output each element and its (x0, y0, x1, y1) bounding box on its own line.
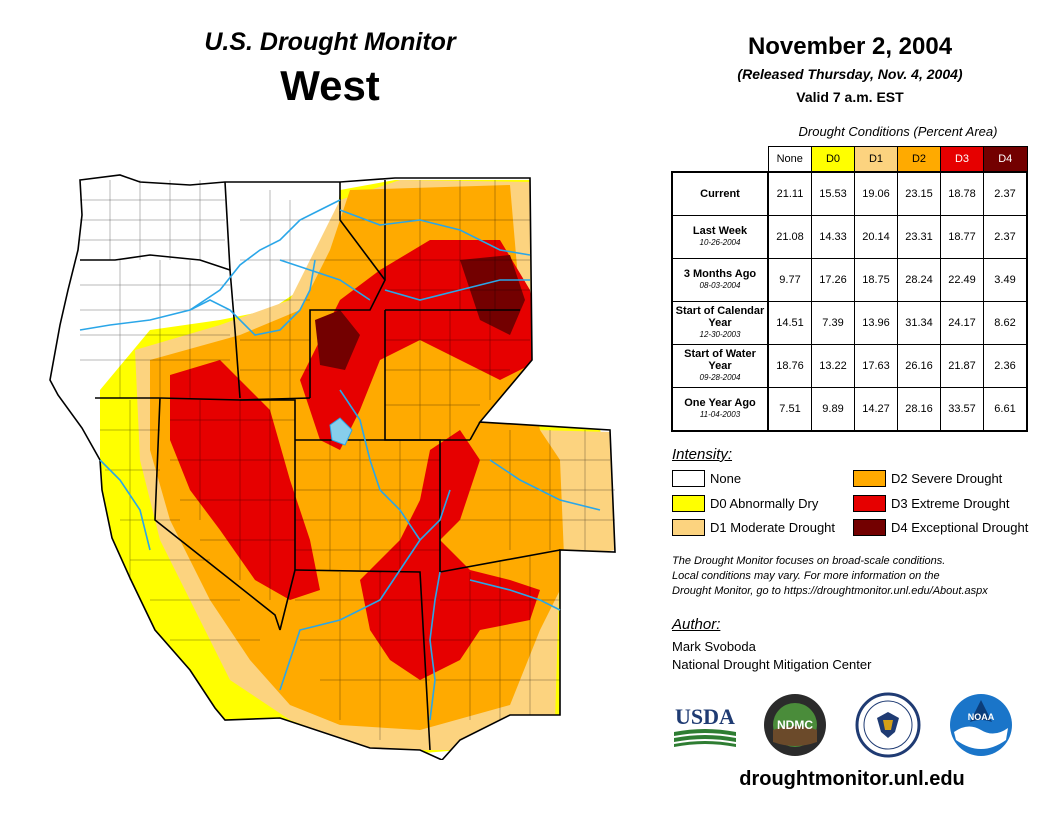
legend-swatch (853, 470, 886, 487)
table-cell: 14.51 (767, 301, 812, 345)
table-cell: 13.96 (854, 301, 898, 345)
legend-swatch (853, 519, 886, 536)
table-cell: 2.36 (983, 344, 1028, 388)
table-cell: 14.33 (811, 215, 855, 259)
col-header-d0: D0 (811, 146, 855, 173)
author-name: Mark Svoboda (672, 639, 756, 654)
row-label: Start of Calendar Year 12-30-2003 (671, 301, 769, 345)
usda-logo: USDA (674, 704, 736, 747)
map-date: November 2, 2004 (747, 33, 953, 60)
table-cell: 21.11 (767, 171, 812, 216)
table-caption: Drought Conditions (Percent Area) (798, 124, 998, 139)
table-cell: 18.75 (854, 258, 898, 302)
table-cell: 28.16 (897, 387, 941, 432)
row-label: One Year Ago 11-04-2003 (671, 387, 769, 432)
legend-item-d4: D4 Exceptional Drought (853, 519, 1028, 536)
table-row-one-year-ago: One Year Ago 11-04-2003 7.51 9.89 14.27 2… (671, 387, 1028, 432)
table-cell: 7.39 (811, 301, 855, 345)
table-cell: 7.51 (767, 387, 812, 432)
svg-text:NDMC: NDMC (777, 718, 813, 732)
noaa-logo: NOAA (950, 694, 1012, 756)
table-cell: 13.22 (811, 344, 855, 388)
table-cell: 6.61 (983, 387, 1028, 432)
table-cell: 18.76 (767, 344, 812, 388)
table-cell: 3.49 (983, 258, 1028, 302)
table-cell: 18.78 (940, 171, 984, 216)
table-cell: 17.26 (811, 258, 855, 302)
legend-swatch (672, 495, 705, 512)
ndmc-logo: NDMC (764, 694, 826, 756)
legend-item-d0: D0 Abnormally Dry (672, 495, 818, 512)
legend-item-d2: D2 Severe Drought (853, 470, 1002, 487)
row-label: Current (671, 171, 769, 216)
legend-swatch (672, 519, 705, 536)
col-header-none: None (767, 146, 812, 173)
svg-text:USDA: USDA (675, 704, 735, 729)
table-cell: 20.14 (854, 215, 898, 259)
table-row-last-week: Last Week 10-26-2004 21.08 14.33 20.14 23… (671, 215, 1028, 259)
table-cell: 9.89 (811, 387, 855, 432)
table-cell: 18.77 (940, 215, 984, 259)
legend-title: Intensity: (672, 446, 733, 463)
release-date: (Released Thursday, Nov. 4, 2004) (737, 66, 963, 82)
table-row-current: Current 21.11 15.53 19.06 23.15 18.78 2.… (671, 171, 1028, 216)
table-cell: 24.17 (940, 301, 984, 345)
table-row-3-months-ago: 3 Months Ago 08-03-2004 9.77 17.26 18.75 … (671, 258, 1028, 302)
doc-seal-logo (855, 692, 921, 758)
table-cell: 15.53 (811, 171, 855, 216)
drought-map (49, 174, 616, 760)
table-corner (672, 147, 768, 173)
table-cell: 22.49 (940, 258, 984, 302)
col-header-d3: D3 (940, 146, 984, 173)
rivers (79, 199, 601, 721)
table-row-start-calendar-year: Start of Calendar Year 12-30-2003 14.51 7… (671, 301, 1028, 345)
table-cell: 2.37 (983, 171, 1028, 216)
legend-swatch (672, 470, 705, 487)
col-header-d1: D1 (854, 146, 898, 173)
legend-item-d3: D3 Extreme Drought (853, 495, 1010, 512)
col-header-d2: D2 (897, 146, 941, 173)
author-organization: National Drought Mitigation Center (672, 657, 872, 672)
row-label: Last Week 10-26-2004 (671, 215, 769, 259)
website-url[interactable]: droughtmonitor.unl.edu (739, 768, 965, 790)
author-title: Author: (672, 616, 721, 633)
table-cell: 19.06 (854, 171, 898, 216)
svg-text:NOAA: NOAA (968, 712, 995, 722)
col-header-d4: D4 (983, 146, 1028, 173)
county-boundaries (80, 180, 615, 740)
table-cell: 21.87 (940, 344, 984, 388)
row-label: Start of Water Year 09-28-2004 (671, 344, 769, 388)
table-cell: 17.63 (854, 344, 898, 388)
disclaimer-note: The Drought Monitor focuses on broad-sca… (672, 555, 988, 597)
table-cell: 23.31 (897, 215, 941, 259)
table-cell: 8.62 (983, 301, 1028, 345)
region-title: West (280, 62, 380, 109)
row-label: 3 Months Ago 08-03-2004 (671, 258, 769, 302)
table-cell: 33.57 (940, 387, 984, 432)
valid-time: Valid 7 a.m. EST (796, 89, 904, 105)
drought-shading (50, 175, 615, 760)
table-cell: 23.15 (897, 171, 941, 216)
table-cell: 21.08 (767, 215, 812, 259)
table-cell: 26.16 (897, 344, 941, 388)
legend-swatch (853, 495, 886, 512)
drought-conditions-table: None D0 D1 D2 D3 D4 Current 21.11 15.53 … (671, 146, 1028, 432)
table-cell: 28.24 (897, 258, 941, 302)
great-salt-lake (329, 417, 353, 446)
table-cell: 2.37 (983, 215, 1028, 259)
legend-item-d1: D1 Moderate Drought (672, 519, 835, 536)
product-title: U.S. Drought Monitor (204, 28, 456, 56)
table-row-start-water-year: Start of Water Year 09-28-2004 18.76 13.2… (671, 344, 1028, 388)
table-cell: 9.77 (767, 258, 812, 302)
table-cell: 14.27 (854, 387, 898, 432)
table-cell: 31.34 (897, 301, 941, 345)
legend-item-none: None (672, 470, 741, 487)
